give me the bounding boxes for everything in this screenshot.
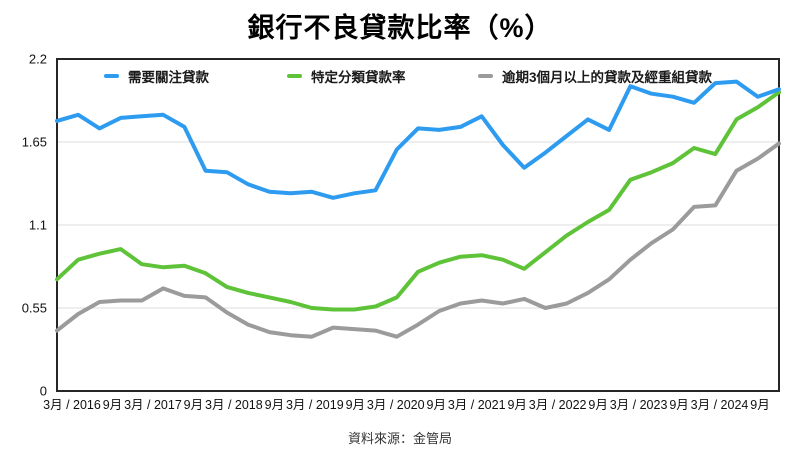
y-axis-tick: 2.2 (29, 52, 47, 67)
y-axis-tick: 1.1 (29, 218, 47, 233)
source-note: 資料來源：金管局 (347, 431, 452, 446)
x-axis-tick: 9月 (507, 398, 526, 412)
x-axis-tick: 9月 (750, 398, 769, 412)
x-axis-tick: 3月 / 2024 (691, 398, 749, 412)
series-line-需要關注貸款 (55, 79, 781, 200)
x-axis-tick: 3月 / 2021 (448, 398, 506, 412)
x-axis-tick: 3月 / 2023 (610, 398, 668, 412)
y-axis-tick: 1.65 (22, 135, 47, 150)
y-axis-tick: 0 (40, 384, 47, 399)
x-axis-tick: 9月 (103, 398, 122, 412)
x-axis-tick: 3月 / 2020 (367, 398, 425, 412)
plot-border (56, 58, 780, 392)
x-axis-tick: 9月 (265, 398, 284, 412)
series-line-逾期3個月以上的貸款及經重組貸款 (55, 141, 781, 339)
x-axis-tick: 3月 / 2018 (205, 398, 263, 412)
x-axis-tick: 3月 / 2017 (124, 398, 182, 412)
x-axis-tick: 9月 (588, 398, 607, 412)
x-axis-tick: 3月 / 2019 (286, 398, 344, 412)
x-axis-tick: 9月 (184, 398, 203, 412)
x-axis-tick: 9月 (346, 398, 365, 412)
x-axis-tick: 9月 (669, 398, 688, 412)
y-axis-tick: 0.55 (22, 301, 47, 316)
chart-title: 銀行不良貸款比率（%） (247, 13, 553, 43)
x-axis-tick: 3月 / 2022 (529, 398, 587, 412)
series-line-特定分類貸款率 (55, 90, 781, 312)
x-axis-tick: 9月 (427, 398, 446, 412)
x-axis-tick: 3月 / 2016 (43, 398, 101, 412)
